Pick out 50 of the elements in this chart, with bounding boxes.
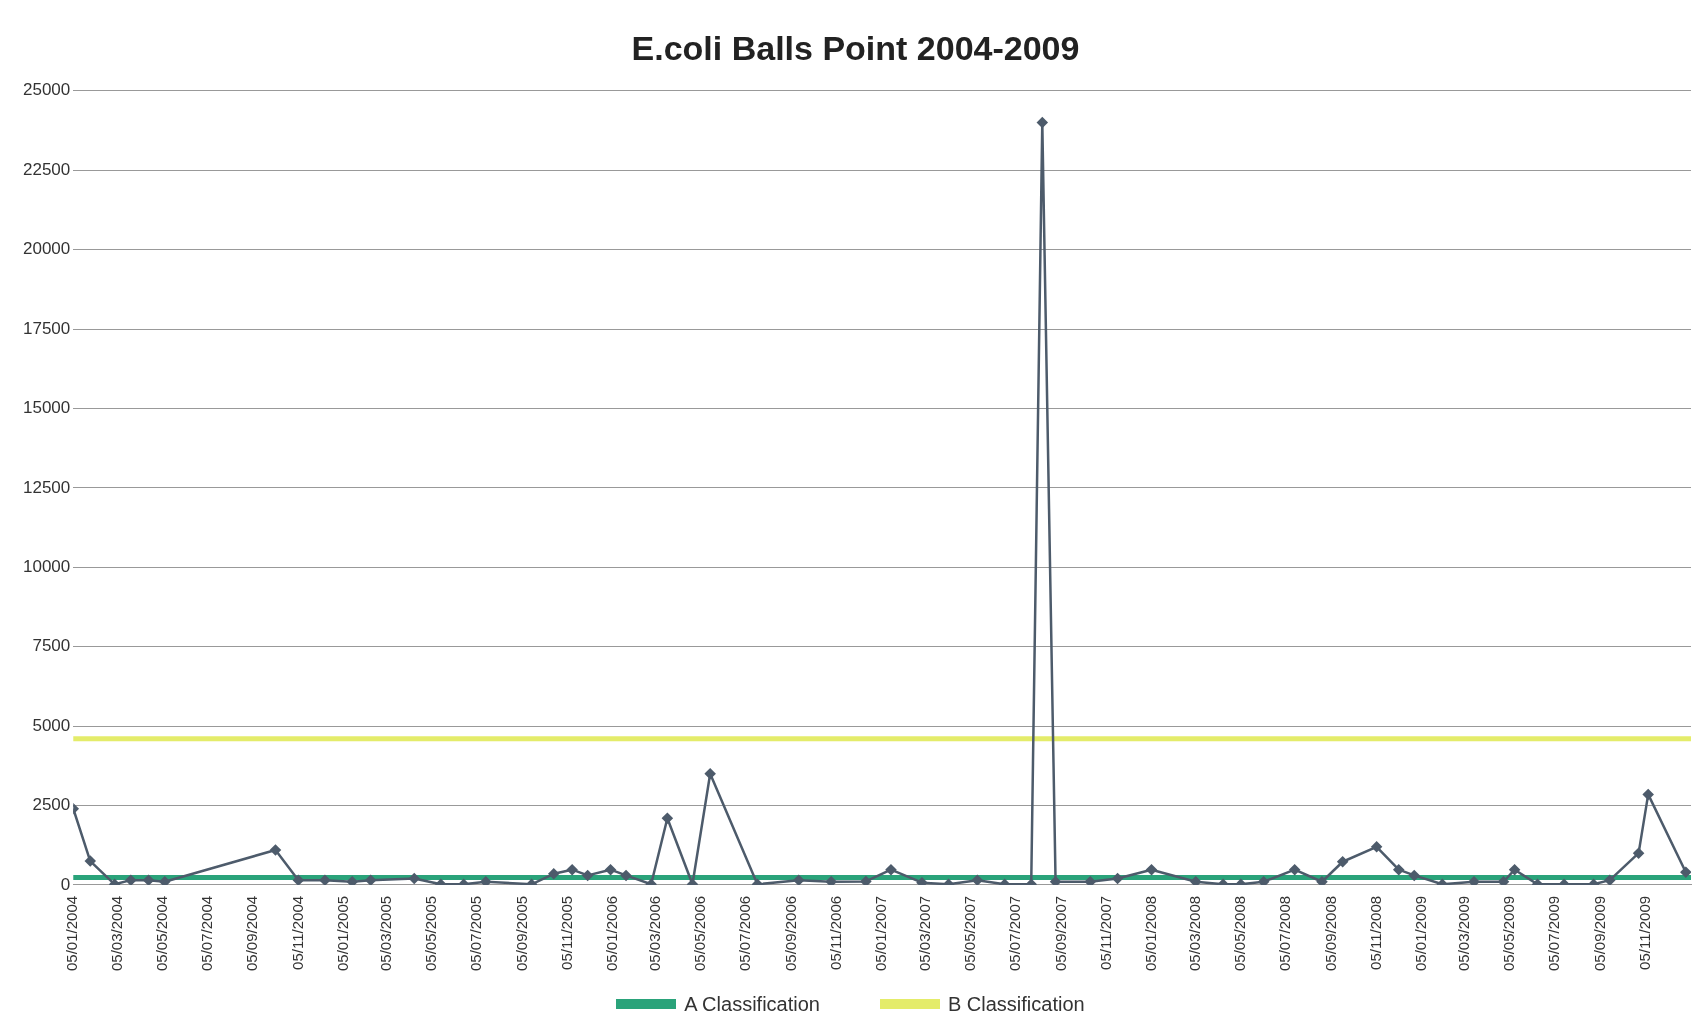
x-tick-label: 05/01/2004	[63, 895, 81, 971]
legend-label: B Classification	[947, 992, 1085, 1016]
x-tick-label: 05/11/2008	[1366, 895, 1384, 970]
x-tick-label: 05/07/2006	[736, 895, 754, 971]
x-tick-label: 05/05/2006	[691, 895, 709, 971]
x-tick-label: 05/07/2008	[1275, 895, 1293, 971]
x-tick-label: 05/09/2008	[1321, 895, 1339, 971]
y-tick-label: 12500	[22, 477, 71, 497]
y-tick-label: 22500	[22, 159, 71, 179]
y-tick-label: 17500	[22, 318, 71, 338]
x-tick-label: 05/01/2006	[602, 895, 620, 971]
x-tick-label: 05/01/2008	[1141, 895, 1159, 971]
x-tick-label: 05/05/2008	[1230, 895, 1248, 971]
x-tick-label: 05/03/2009	[1455, 895, 1473, 971]
x-tick-label: 05/11/2007	[1096, 895, 1114, 970]
x-tick-label: 05/05/2007	[960, 895, 978, 971]
x-tick-label: 05/09/2009	[1591, 895, 1609, 971]
y-tick-label: 20000	[22, 239, 71, 259]
chart-title: E.coli Balls Point 2004-2009	[631, 28, 1080, 67]
y-tick-label: 0	[60, 874, 71, 894]
x-tick-label: 05/03/2006	[646, 895, 664, 971]
x-tick-label: 05/11/2006	[827, 895, 845, 970]
x-tick-label: 05/05/2009	[1500, 895, 1518, 971]
x-tick-label: 05/01/2005	[333, 895, 351, 971]
x-tick-label: 05/05/2004	[152, 895, 170, 971]
x-tick-label: 05/11/2005	[557, 895, 575, 970]
x-tick-label: 05/09/2006	[782, 895, 800, 971]
y-tick-label: 2500	[32, 795, 71, 815]
x-tick-label: 05/09/2007	[1051, 895, 1069, 971]
x-tick-label: 05/07/2007	[1005, 895, 1023, 971]
x-tick-label: 05/01/2007	[872, 895, 890, 971]
y-tick-label: 5000	[32, 715, 71, 735]
legend-label: A Classification	[684, 992, 820, 1016]
x-tick-label: 05/03/2008	[1185, 895, 1203, 971]
x-tick-label: 05/11/2004	[288, 895, 306, 970]
x-tick-label: 05/07/2005	[467, 895, 485, 971]
y-tick-label: 7500	[32, 636, 71, 656]
y-tick-label: 25000	[22, 80, 71, 100]
x-tick-label: 05/03/2004	[107, 895, 125, 971]
x-tick-label: 05/09/2004	[243, 895, 261, 971]
x-tick-label: 05/01/2009	[1411, 895, 1429, 971]
x-tick-label: 05/09/2005	[512, 895, 530, 971]
y-tick-label: 15000	[22, 398, 71, 418]
x-tick-label: 05/07/2004	[197, 895, 215, 971]
x-tick-label: 05/05/2005	[422, 895, 440, 971]
y-tick-label: 10000	[22, 556, 71, 576]
x-tick-label: 05/11/2009	[1636, 895, 1654, 970]
x-tick-label: 05/03/2005	[377, 895, 395, 971]
x-tick-label: 05/03/2007	[915, 895, 933, 971]
x-tick-label: 05/07/2009	[1545, 895, 1563, 971]
